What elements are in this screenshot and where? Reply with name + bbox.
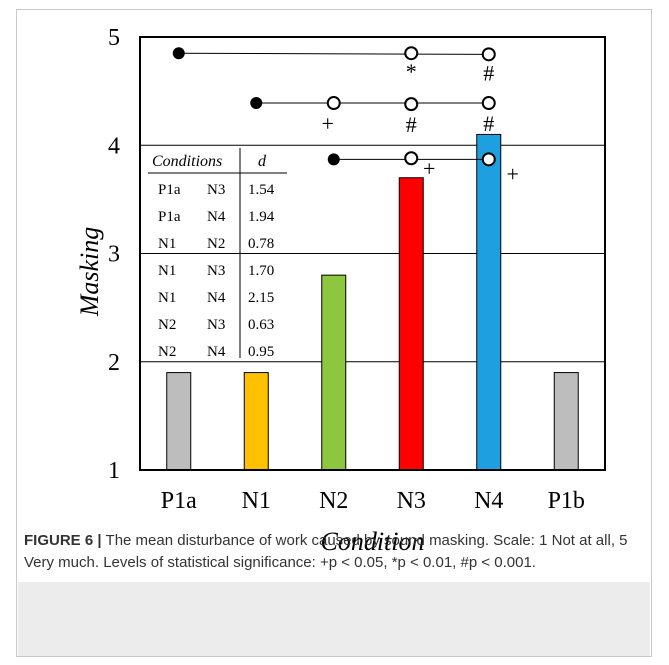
significance-end-marker [481, 47, 496, 62]
y-tick-label: 4 [108, 133, 120, 159]
bar-n3 [398, 177, 424, 471]
table-cell-condition-a: P1a [158, 182, 181, 198]
table-cell-condition-b: N4 [207, 344, 226, 360]
table-cell-condition-b: N4 [207, 290, 226, 306]
bar-n2 [321, 274, 347, 471]
figure-frame [16, 9, 652, 657]
x-tick-label: N2 [319, 488, 348, 514]
bar-p1b [553, 372, 579, 471]
figure-caption: FIGURE 6 | The mean disturbance of work c… [24, 530, 634, 574]
table-cell-condition-a: N2 [158, 317, 176, 333]
significance-end-marker [404, 97, 419, 112]
table-header-conditions: Conditions [152, 153, 222, 170]
table-cell-d: 1.94 [248, 209, 275, 225]
significance-symbol: + [507, 161, 519, 186]
significance-end-marker [326, 96, 341, 111]
significance-symbol: * [406, 59, 417, 84]
bar-n4 [476, 133, 502, 471]
significance-end-marker [404, 151, 419, 166]
significance-symbol: # [406, 112, 417, 137]
significance-start-marker [172, 47, 185, 60]
table-cell-condition-b: N3 [207, 182, 225, 198]
x-tick-label: N1 [242, 488, 271, 514]
table-cell-condition-a: N2 [158, 344, 176, 360]
plot-area-frame [139, 36, 606, 471]
significance-symbol: # [483, 111, 494, 136]
y-tick-label: 1 [108, 458, 120, 484]
y-tick-label: 5 [108, 25, 120, 51]
table-cell-condition-b: N3 [207, 317, 225, 333]
bar-p1a [166, 372, 192, 471]
significance-start-marker [250, 97, 263, 110]
x-tick-label: N3 [397, 488, 426, 514]
significance-symbol: + [322, 111, 334, 136]
table-cell-condition-a: N1 [158, 236, 176, 252]
caption-background [18, 582, 650, 656]
y-axis-title: Masking [75, 227, 104, 318]
table-cell-d: 1.54 [248, 182, 275, 198]
significance-symbol: + [423, 156, 435, 181]
table-header-d: d [258, 153, 267, 170]
table-cell-condition-a: P1a [158, 209, 181, 225]
x-tick-label: N4 [474, 488, 503, 514]
significance-start-marker [327, 153, 340, 166]
table-cell-d: 0.78 [248, 236, 274, 252]
table-cell-condition-b: N4 [207, 209, 226, 225]
table-cell-condition-b: N2 [207, 236, 225, 252]
significance-end-marker [481, 96, 496, 111]
x-tick-label: P1a [161, 488, 197, 514]
table-cell-d: 0.63 [248, 317, 274, 333]
y-tick-label: 2 [108, 350, 120, 376]
table-cell-condition-a: N1 [158, 290, 176, 306]
table-cell-d: 2.15 [248, 290, 274, 306]
table-cell-d: 0.95 [248, 344, 274, 360]
significance-end-marker [481, 152, 496, 167]
caption-text: The mean disturbance of work caused by s… [24, 532, 628, 571]
table-cell-d: 1.70 [248, 263, 274, 279]
bar-n1 [243, 372, 269, 471]
significance-symbol: # [483, 60, 494, 85]
caption-label: FIGURE 6 | [24, 532, 102, 549]
x-tick-label: P1b [548, 488, 585, 514]
table-cell-condition-a: N1 [158, 263, 176, 279]
y-tick-label: 3 [108, 242, 120, 268]
table-cell-condition-b: N3 [207, 263, 225, 279]
significance-line [178, 52, 489, 55]
x-axis-title: Condition [320, 527, 424, 556]
significance-end-marker [404, 46, 419, 61]
